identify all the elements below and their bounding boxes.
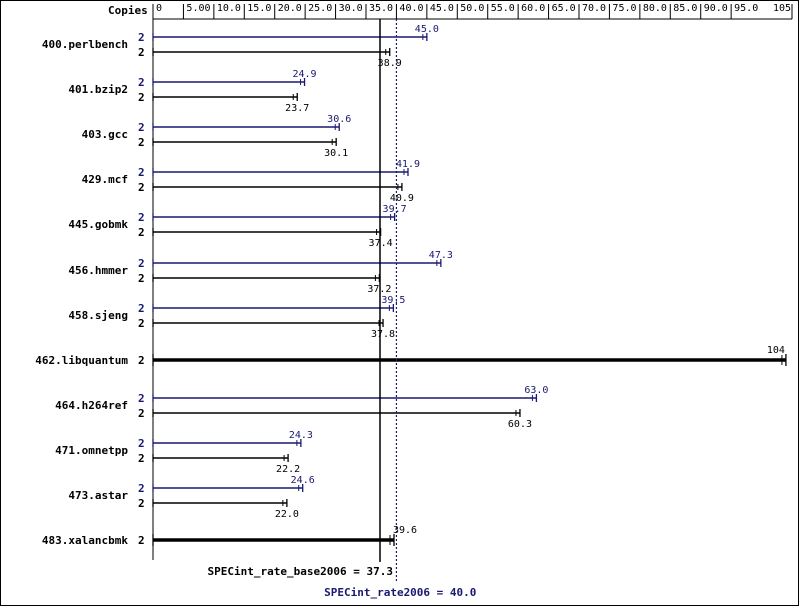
x-tick-label: 10.0: [217, 3, 241, 14]
benchmark-row: 400.perlbench 2 2 45.0 38.9: [42, 24, 439, 69]
base-copies-count: 2: [138, 272, 145, 285]
benchmark-name: 445.gobmk: [68, 218, 128, 231]
peak-value-label: 24.9: [292, 69, 316, 80]
benchmark-name: 400.perlbench: [42, 38, 128, 51]
x-tick-label: 70.0: [582, 3, 606, 14]
base-value-label: 38.9: [378, 58, 402, 69]
x-tick-label: 50.0: [460, 3, 484, 14]
x-tick-label: 55.0: [491, 3, 515, 14]
peak-copies-count: 2: [138, 211, 145, 224]
x-tick-label: 105: [773, 3, 791, 14]
copies-header: Copies: [108, 4, 148, 17]
benchmark-bars: 400.perlbench2245.038.9401.bzip22224.923…: [35, 24, 787, 547]
x-tick-label: 95.0: [734, 3, 758, 14]
base-copies-count: 2: [138, 136, 145, 149]
base-value-label: 30.1: [324, 148, 348, 159]
benchmark-name: 429.mcf: [82, 173, 128, 186]
x-tick-label: 0: [156, 3, 162, 14]
base-copies-count: 2: [138, 407, 145, 420]
x-tick-label: 35.0: [369, 3, 393, 14]
peak-value-label: 24.6: [291, 475, 315, 486]
x-axis: 0 5.00 10.0 15.0 20.0 25.0 30.0 35.0 40.0 45.0 50.…: [152, 3, 793, 560]
peak-value-label: 39.7: [383, 204, 407, 215]
benchmark-name: 401.bzip2: [68, 83, 128, 96]
x-tick-label: 85.0: [673, 3, 697, 14]
benchmark-row: 471.omnetpp 2 2 24.3 22.2: [55, 430, 313, 475]
peak-copies-count: 2: [138, 302, 145, 315]
x-tick-label: 30.0: [339, 3, 363, 14]
benchmark-row: 483.xalancbmk 2 39.6: [42, 525, 417, 547]
peak-copies-count: 2: [138, 121, 145, 134]
benchmark-row: 429.mcf 2 2 41.9 40.9: [82, 159, 420, 204]
base-copies-count: 2: [138, 317, 145, 330]
x-tick-label: 40.0: [399, 3, 423, 14]
copies-count: 2: [138, 354, 145, 367]
peak-copies-count: 2: [138, 76, 145, 89]
peak-summary-label: SPECint_rate2006 = 40.0: [324, 586, 476, 599]
base-value-label: 60.3: [508, 419, 532, 430]
peak-value-label: 39.5: [381, 295, 405, 306]
benchmark-name: 483.xalancbmk: [42, 534, 128, 547]
x-tick-label: 60.0: [521, 3, 545, 14]
peak-copies-count: 2: [138, 257, 145, 270]
benchmark-name: 456.hmmer: [68, 264, 128, 277]
x-tick-label: 5.00: [186, 3, 210, 14]
base-value-label: 22.0: [275, 509, 299, 520]
base-copies-count: 2: [138, 91, 145, 104]
peak-value-label: 63.0: [524, 385, 548, 396]
x-tick-label: 65.0: [552, 3, 576, 14]
peak-value-label: 45.0: [415, 24, 439, 35]
benchmark-row: 473.astar 2 2 24.6 22.0: [68, 475, 314, 520]
benchmark-row: 458.sjeng 2 2 39.5 37.8: [68, 295, 405, 340]
shared-value-label: 104: [767, 345, 785, 356]
benchmark-name: 464.h264ref: [55, 399, 128, 412]
benchmark-row: 462.libquantum 2 104: [35, 345, 787, 367]
base-value-label: 37.8: [371, 329, 395, 340]
x-tick-label: 15.0: [247, 3, 271, 14]
benchmark-row: 464.h264ref 2 2 63.0 60.3: [55, 385, 548, 430]
peak-value-label: 24.3: [289, 430, 313, 441]
benchmark-name: 473.astar: [68, 489, 128, 502]
base-copies-count: 2: [138, 226, 145, 239]
x-tick-label: 45.0: [430, 3, 454, 14]
summary-lines: SPECint_rate_base2006 = 37.3 SPECint_rate…: [208, 19, 476, 599]
x-tick-label: 80.0: [643, 3, 667, 14]
peak-copies-count: 2: [138, 166, 145, 179]
base-value-label: 22.2: [276, 464, 300, 475]
base-value-label: 40.9: [390, 193, 414, 204]
peak-copies-count: 2: [138, 392, 145, 405]
benchmark-row: 401.bzip2 2 2 24.9 23.7: [68, 69, 316, 114]
peak-copies-count: 2: [138, 437, 145, 450]
x-tick-label: 90.0: [704, 3, 728, 14]
base-summary-label: SPECint_rate_base2006 = 37.3: [208, 565, 393, 578]
peak-value-label: 41.9: [396, 159, 420, 170]
base-copies-count: 2: [138, 46, 145, 59]
benchmark-name: 462.libquantum: [35, 354, 128, 367]
base-copies-count: 2: [138, 497, 145, 510]
benchmark-name: 458.sjeng: [68, 309, 128, 322]
base-copies-count: 2: [138, 181, 145, 194]
base-value-label: 23.7: [285, 103, 309, 114]
base-copies-count: 2: [138, 452, 145, 465]
benchmark-name: 403.gcc: [82, 128, 128, 141]
peak-copies-count: 2: [138, 482, 145, 495]
peak-value-label: 30.6: [327, 114, 351, 125]
peak-copies-count: 2: [138, 31, 145, 44]
benchmark-row: 403.gcc 2 2 30.6 30.1: [82, 114, 352, 159]
copies-count: 2: [138, 534, 145, 547]
x-tick-label: 75.0: [612, 3, 636, 14]
shared-value-label: 39.6: [393, 525, 417, 536]
x-tick-label: 25.0: [308, 3, 332, 14]
benchmark-name: 471.omnetpp: [55, 444, 128, 457]
x-tick-label: 20.0: [278, 3, 302, 14]
peak-value-label: 47.3: [429, 250, 453, 261]
